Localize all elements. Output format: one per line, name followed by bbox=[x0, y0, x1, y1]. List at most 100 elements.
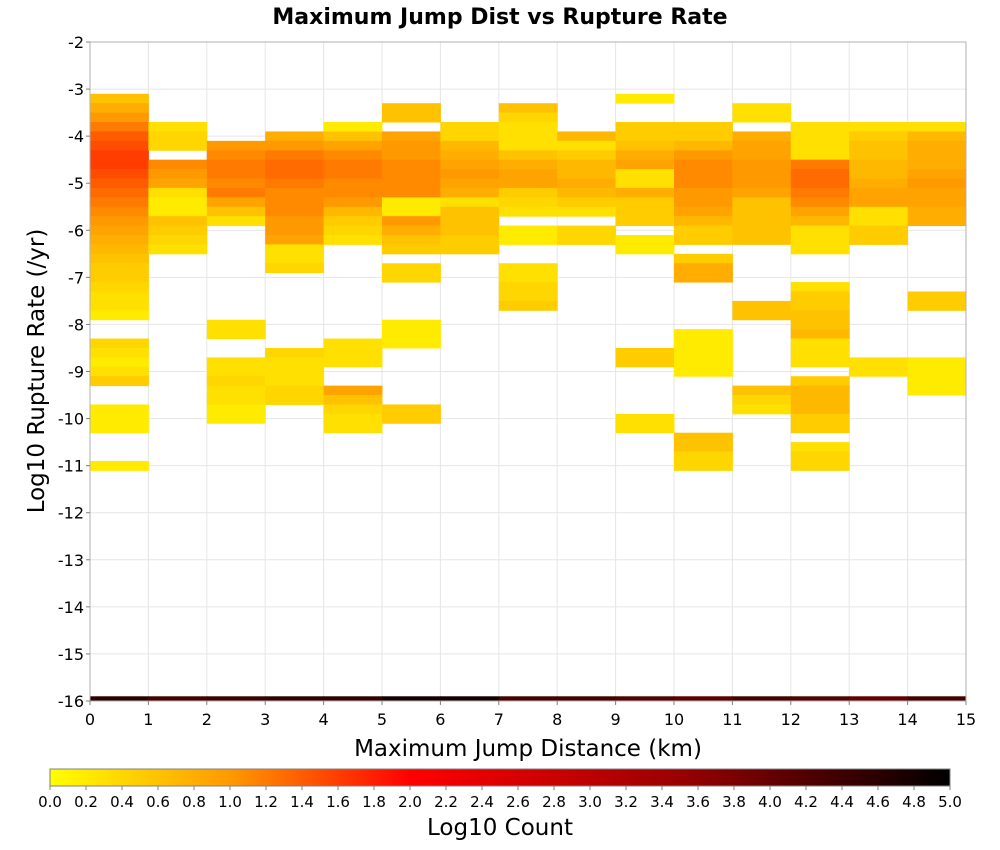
heatmap-cell bbox=[790, 696, 850, 701]
heatmap-cell bbox=[323, 122, 383, 132]
heatmap-cell bbox=[907, 131, 967, 142]
heatmap-cell bbox=[732, 216, 792, 227]
heatmap-cell bbox=[382, 338, 441, 349]
heatmap-cell bbox=[498, 103, 558, 114]
heatmap-cell bbox=[323, 225, 383, 236]
heatmap-cell bbox=[382, 159, 441, 170]
heatmap-cell bbox=[674, 263, 733, 274]
heatmap-cell bbox=[907, 159, 967, 170]
y-tick-label: -9 bbox=[68, 363, 84, 382]
heatmap-cell bbox=[90, 206, 149, 217]
heatmap-cell bbox=[790, 187, 850, 198]
heatmap-cell bbox=[206, 385, 266, 396]
heatmap-cell bbox=[849, 159, 909, 170]
x-axis-label: Maximum Jump Distance (km) bbox=[354, 736, 702, 762]
heatmap-cell bbox=[674, 432, 733, 443]
heatmap-cell bbox=[323, 187, 383, 198]
heatmap-cell bbox=[382, 319, 441, 330]
heatmap-cell bbox=[148, 696, 208, 701]
y-tick-label: -8 bbox=[68, 315, 84, 334]
heatmap-cell bbox=[90, 263, 149, 274]
heatmap-cell bbox=[90, 272, 149, 283]
heatmap-cell bbox=[323, 216, 383, 227]
heatmap-cell bbox=[849, 178, 909, 189]
heatmap-cell bbox=[907, 197, 967, 208]
heatmap-cell bbox=[265, 263, 325, 274]
heatmap-cell bbox=[674, 329, 733, 340]
heatmap-cell bbox=[382, 197, 441, 208]
heatmap-cell bbox=[148, 234, 208, 245]
heatmap-cell bbox=[265, 150, 325, 161]
heatmap-cell bbox=[148, 197, 208, 208]
heatmap-cell bbox=[790, 300, 850, 311]
y-tick-label: -6 bbox=[68, 221, 84, 240]
heatmap-cell bbox=[732, 169, 792, 180]
heatmap-cell bbox=[323, 169, 383, 180]
heatmap-cell bbox=[907, 696, 967, 701]
heatmap-cell bbox=[265, 225, 325, 236]
heatmap-cell bbox=[732, 300, 792, 311]
heatmap-cell bbox=[732, 131, 792, 142]
heatmap-cell bbox=[382, 225, 441, 236]
heatmap-cell bbox=[674, 347, 733, 358]
heatmap-cell bbox=[674, 140, 733, 151]
heatmap-cell bbox=[440, 206, 500, 217]
y-tick-label: -5 bbox=[68, 174, 84, 193]
heatmap-cell bbox=[382, 140, 441, 151]
colorbar-tick-label: 4.6 bbox=[866, 793, 890, 811]
heatmap-cell bbox=[148, 131, 208, 142]
heatmap-cell bbox=[90, 216, 149, 227]
x-tick-label: 2 bbox=[202, 710, 212, 729]
heatmap-cell bbox=[90, 404, 149, 415]
heatmap-cell bbox=[790, 357, 850, 368]
heatmap-cell bbox=[265, 366, 325, 377]
heatmap-cell bbox=[382, 103, 441, 114]
heatmap-cell bbox=[849, 366, 909, 377]
colorbar-tick-label: 5.0 bbox=[938, 793, 962, 811]
heatmap-cell bbox=[674, 187, 733, 198]
heatmap-cell bbox=[382, 178, 441, 189]
heatmap-cell bbox=[615, 178, 675, 189]
heatmap-cell bbox=[440, 140, 500, 151]
heatmap-cell bbox=[790, 395, 850, 405]
heatmap-cell bbox=[90, 169, 149, 180]
heatmap-cell bbox=[206, 178, 266, 189]
heatmap-cell bbox=[323, 140, 383, 151]
heatmap-cell bbox=[382, 696, 441, 701]
heatmap-cell bbox=[323, 234, 383, 245]
y-axis-ticks: -2 -3 -4 -5 -6 -7 -8 -9 -10 -11 -12 -13 -14 -15 -16 bbox=[58, 33, 90, 711]
heatmap-cell bbox=[148, 206, 208, 217]
heatmap-cell bbox=[440, 159, 500, 170]
heatmap-cell bbox=[615, 347, 675, 358]
colorbar-tick-label: 2.6 bbox=[506, 793, 530, 811]
heatmap-cell bbox=[90, 122, 149, 132]
heatmap-cell bbox=[382, 169, 441, 180]
x-tick-label: 3 bbox=[260, 710, 270, 729]
heatmap-cell bbox=[674, 696, 733, 701]
heatmap-cell bbox=[498, 225, 558, 236]
heatmap-cell bbox=[265, 159, 325, 170]
heatmap-cell bbox=[440, 169, 500, 180]
colorbar-tick-label: 4.0 bbox=[758, 793, 782, 811]
heatmap-cell bbox=[674, 197, 733, 208]
heatmap-cell bbox=[674, 206, 733, 217]
heatmap-cell bbox=[206, 159, 266, 170]
heatmap-cell bbox=[90, 150, 149, 161]
heatmap-cell bbox=[674, 338, 733, 349]
heatmap-cell bbox=[674, 178, 733, 189]
heatmap-cell bbox=[323, 696, 383, 701]
y-tick-label: -13 bbox=[58, 551, 84, 570]
heatmap-cell bbox=[790, 404, 850, 415]
heatmap-cell bbox=[206, 366, 266, 377]
heatmap-cell bbox=[90, 376, 149, 387]
heatmap-cell bbox=[557, 206, 617, 217]
heatmap-cell bbox=[206, 376, 266, 387]
heatmap-cell bbox=[790, 282, 850, 292]
heatmap-cell bbox=[148, 187, 208, 198]
heatmap-cell bbox=[382, 150, 441, 161]
colorbar-tick-label: 2.0 bbox=[398, 793, 422, 811]
heatmap-cell bbox=[440, 187, 500, 198]
heatmap-cell bbox=[907, 206, 967, 217]
colorbar-tick-label: 1.8 bbox=[362, 793, 386, 811]
heatmap-cell bbox=[907, 366, 967, 377]
